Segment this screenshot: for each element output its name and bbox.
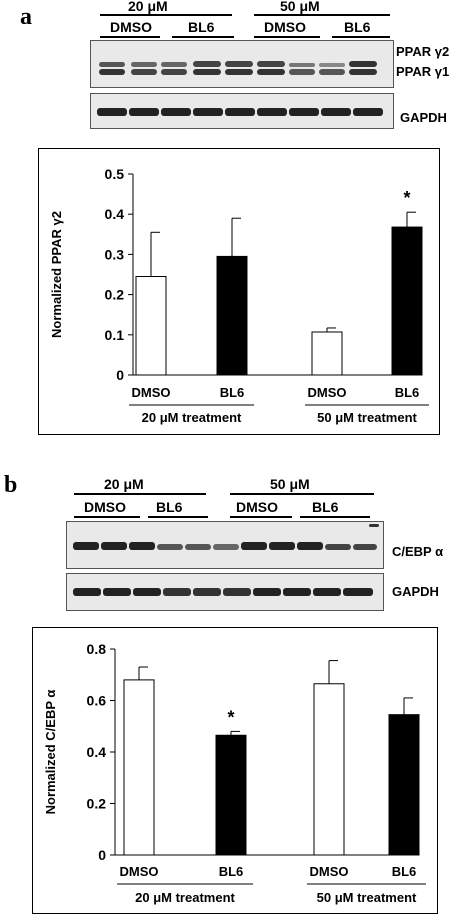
group-label: 20 μM treatment [142,410,242,425]
chart-frame-b: 0 0.2 0.4 0.6 0.8 Normalized C/EBP α DMSO * BL6 D… [32,627,438,914]
bar-chart-ppar: 0 0.1 0.2 0.3 0.4 0.5 Normalized PPAR γ2 DMSO BL… [49,166,429,425]
group-label-dmso-20-a: DMSO [110,19,152,35]
bracket-20um-b [74,493,206,495]
y-tick-label: 0.2 [105,287,125,303]
y-axis-label: Normalized C/EBP α [43,690,58,815]
y-tick-label: 0 [116,367,124,383]
group-label-bl6-50-b: BL6 [312,499,339,515]
y-tick-label: 0.8 [87,641,107,657]
group-label-bl6-20-a: BL6 [188,19,215,35]
y-tick-label: 0.4 [87,744,107,760]
bar [216,255,248,376]
group-label-bl6-20-b: BL6 [156,499,183,515]
y-tick-label: 0.3 [105,246,125,262]
category-label: BL6 [392,864,417,879]
group-label-bl6-50-a: BL6 [344,19,371,35]
group-label-dmso-20-b: DMSO [84,499,126,515]
category-label: BL6 [395,385,420,400]
bracket-bl6-20-a [172,36,234,38]
bar-chart-cebp: 0 0.2 0.4 0.6 0.8 Normalized C/EBP α DMSO * BL6 D… [43,641,426,905]
bracket-dmso-20-a [100,36,160,38]
category-label: DMSO [120,864,159,879]
significance-marker: * [403,188,410,208]
y-tick-label: 0.4 [105,206,125,222]
panel-letter-b: b [4,472,18,498]
chart-frame-a: 0 0.1 0.2 0.3 0.4 0.5 Normalized PPAR γ2 DMSO BL… [38,148,440,435]
category-label: BL6 [219,864,244,879]
category-label: DMSO [308,385,347,400]
bracket-dmso-50-a [254,36,320,38]
bar [135,276,167,376]
y-tick-label: 0.2 [87,796,107,812]
bar [311,331,343,376]
group-label: 50 μM treatment [317,410,417,425]
western-blot-gapdh-a [90,93,394,129]
group-label: 50 μM treatment [317,890,417,905]
y-axis-label: Normalized PPAR γ2 [49,211,64,338]
bar [123,679,155,856]
group-label-dmso-50-a: DMSO [264,19,306,35]
panel-letter-a: a [20,4,32,30]
y-tick-label: 0 [98,847,106,863]
category-label: BL6 [220,385,245,400]
y-tick-label: 0.1 [105,327,125,343]
category-label: DMSO [132,385,171,400]
y-tick-label: 0.6 [87,693,107,709]
bracket-bl6-50-b [300,516,370,518]
western-blot-gapdh-b [66,573,384,611]
bar [388,714,420,856]
conc-label-20um-a: 20 μM [128,0,168,14]
conc-label-20um-b: 20 μM [104,476,144,492]
blot-label-cebp-alpha: C/EBP α [392,544,444,559]
western-blot-ppar [90,40,394,88]
blot-label-gapdh-b: GAPDH [392,584,439,599]
bracket-bl6-20-b [148,516,208,518]
bracket-20um-a [100,14,232,16]
bracket-50um-a [254,14,390,16]
bar [313,683,345,856]
bracket-bl6-50-a [332,36,390,38]
bracket-50um-b [230,493,374,495]
western-blot-cebp [66,521,384,569]
bracket-dmso-50-b [230,516,292,518]
conc-label-50um-b: 50 μM [270,476,310,492]
group-label-dmso-50-b: DMSO [236,499,278,515]
bracket-dmso-20-b [74,516,140,518]
blot-label-ppar-gamma2: PPAR γ2 [396,44,450,59]
bar [391,226,423,376]
group-label: 20 μM treatment [135,890,235,905]
significance-marker: * [227,707,234,727]
blot-label-ppar-gamma1: PPAR γ1 [396,64,450,79]
y-tick-label: 0.5 [105,166,125,182]
bar [215,734,247,856]
category-label: DMSO [310,864,349,879]
blot-label-gapdh-a: GAPDH [400,110,447,125]
conc-label-50um-a: 50 μM [280,0,320,14]
